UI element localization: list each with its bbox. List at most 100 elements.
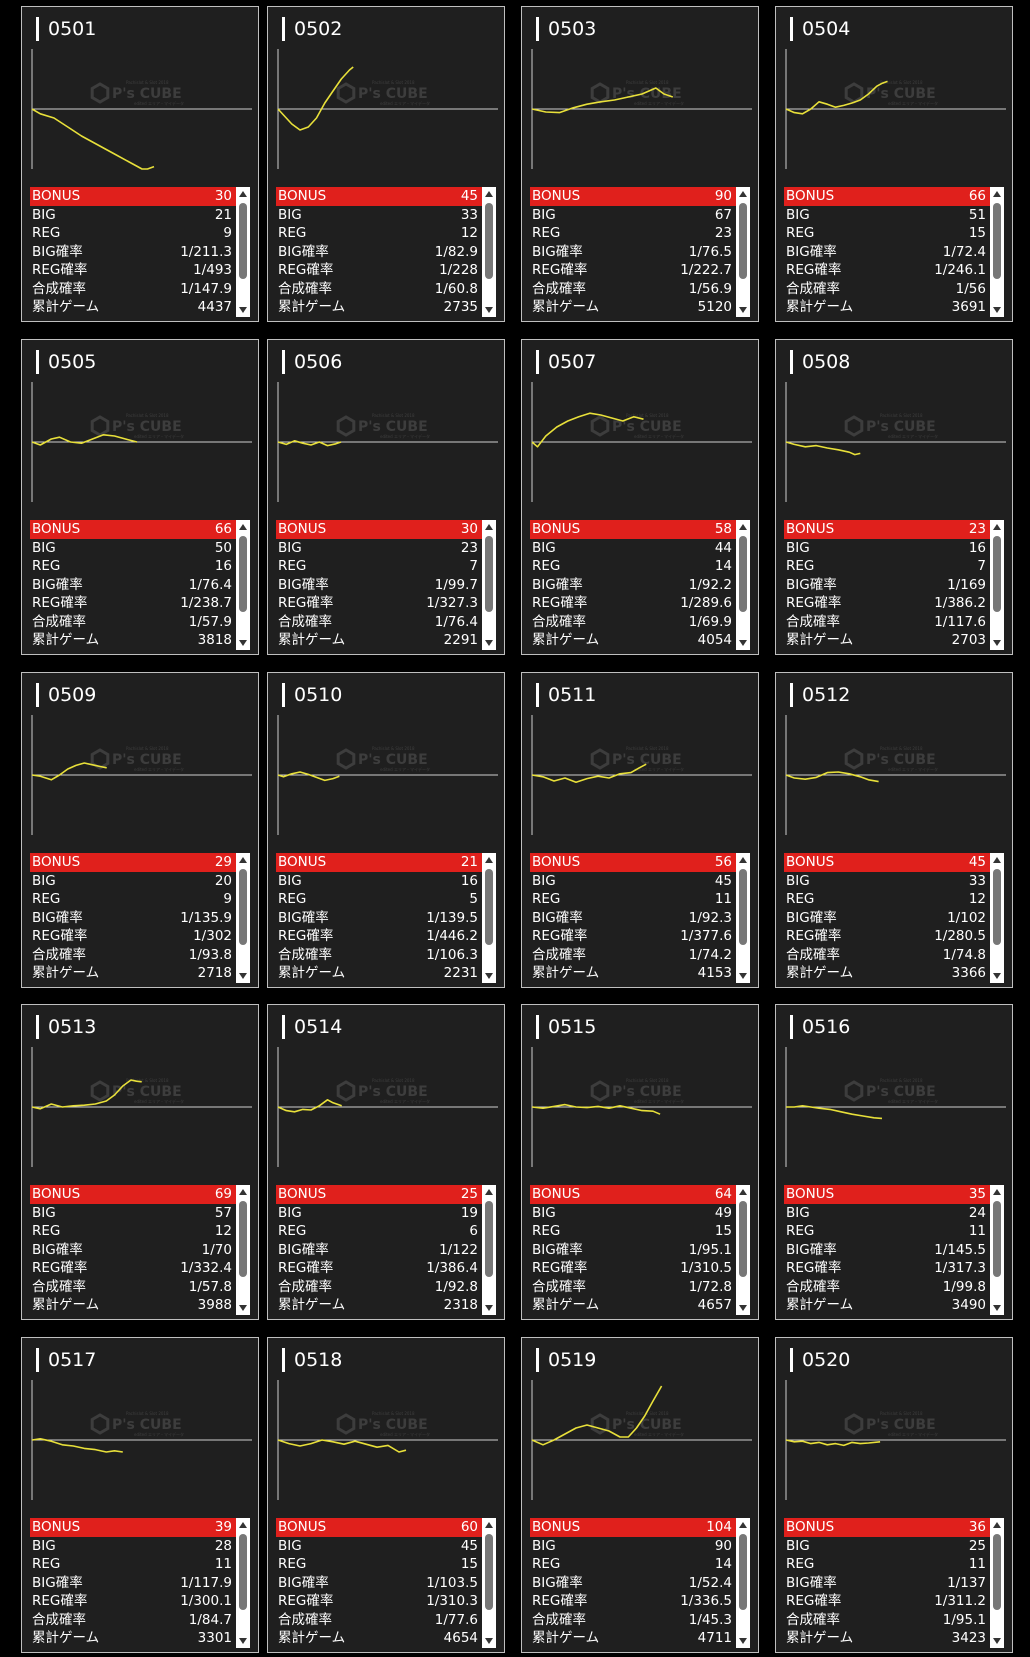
scroll-up-icon[interactable] — [739, 524, 747, 530]
scroll-up-icon[interactable] — [239, 1189, 247, 1195]
scroll-up-icon[interactable] — [739, 1522, 747, 1528]
scroll-thumb[interactable] — [739, 869, 747, 945]
scroll-up-icon[interactable] — [239, 191, 247, 197]
scroll-up-icon[interactable] — [239, 1522, 247, 1528]
scroll-up-icon[interactable] — [739, 1189, 747, 1195]
scroll-thumb[interactable] — [485, 203, 493, 279]
scroll-up-icon[interactable] — [993, 524, 1001, 530]
machine-card[interactable]: 0516 P's CUBE Pachislot & Slot 2018 edited … — [775, 1004, 1013, 1320]
scroll-down-icon[interactable] — [739, 1638, 747, 1644]
scroll-thumb[interactable] — [739, 1534, 747, 1610]
stats-scrollbar[interactable] — [236, 187, 250, 317]
scroll-thumb[interactable] — [993, 1534, 1001, 1610]
machine-card[interactable]: 0517 P's CUBE Pachislot & Slot 2018 edited … — [21, 1337, 259, 1653]
scroll-thumb[interactable] — [485, 869, 493, 945]
scroll-up-icon[interactable] — [993, 1189, 1001, 1195]
scroll-down-icon[interactable] — [993, 1638, 1001, 1644]
stats-scrollbar[interactable] — [482, 853, 496, 983]
stats-scrollbar[interactable] — [990, 1185, 1004, 1315]
scroll-thumb[interactable] — [993, 203, 1001, 279]
scroll-down-icon[interactable] — [739, 973, 747, 979]
scroll-up-icon[interactable] — [485, 1522, 493, 1528]
stats-scrollbar[interactable] — [482, 1518, 496, 1648]
scroll-thumb[interactable] — [485, 536, 493, 612]
scroll-down-icon[interactable] — [485, 1305, 493, 1311]
scroll-up-icon[interactable] — [739, 857, 747, 863]
scroll-up-icon[interactable] — [993, 1522, 1001, 1528]
scroll-thumb[interactable] — [485, 1201, 493, 1277]
scroll-thumb[interactable] — [739, 536, 747, 612]
machine-card[interactable]: 0502 P's CUBE Pachislot & Slot 2018 edited … — [267, 6, 505, 322]
scroll-thumb[interactable] — [739, 203, 747, 279]
scroll-down-icon[interactable] — [239, 973, 247, 979]
machine-card[interactable]: 0501 P's CUBE Pachislot & Slot 2018 edited … — [21, 6, 259, 322]
scroll-down-icon[interactable] — [739, 307, 747, 313]
scroll-up-icon[interactable] — [485, 1189, 493, 1195]
machine-card[interactable]: 0510 P's CUBE Pachislot & Slot 2018 edited … — [267, 672, 505, 988]
scroll-down-icon[interactable] — [239, 1638, 247, 1644]
scroll-down-icon[interactable] — [993, 1305, 1001, 1311]
machine-card[interactable]: 0514 P's CUBE Pachislot & Slot 2018 edited … — [267, 1004, 505, 1320]
scroll-thumb[interactable] — [239, 1534, 247, 1610]
stats-scrollbar[interactable] — [736, 1185, 750, 1315]
scroll-down-icon[interactable] — [485, 1638, 493, 1644]
scroll-down-icon[interactable] — [485, 307, 493, 313]
machine-card[interactable]: 0519 P's CUBE Pachislot & Slot 2018 edited … — [521, 1337, 759, 1653]
machine-card[interactable]: 0512 P's CUBE Pachislot & Slot 2018 edited … — [775, 672, 1013, 988]
scroll-up-icon[interactable] — [993, 191, 1001, 197]
machine-card[interactable]: 0508 P's CUBE Pachislot & Slot 2018 edited … — [775, 339, 1013, 655]
machine-card[interactable]: 0520 P's CUBE Pachislot & Slot 2018 edited … — [775, 1337, 1013, 1653]
scroll-down-icon[interactable] — [239, 1305, 247, 1311]
scroll-up-icon[interactable] — [485, 857, 493, 863]
scroll-down-icon[interactable] — [485, 640, 493, 646]
machine-card[interactable]: 0507 P's CUBE Pachislot & Slot 2018 edited … — [521, 339, 759, 655]
stats-scrollbar[interactable] — [736, 853, 750, 983]
stats-scrollbar[interactable] — [990, 1518, 1004, 1648]
scroll-up-icon[interactable] — [239, 857, 247, 863]
scroll-thumb[interactable] — [485, 1534, 493, 1610]
scroll-down-icon[interactable] — [239, 307, 247, 313]
stats-scrollbar[interactable] — [990, 187, 1004, 317]
stats-scrollbar[interactable] — [482, 520, 496, 650]
scroll-thumb[interactable] — [239, 536, 247, 612]
stats-scrollbar[interactable] — [236, 1185, 250, 1315]
machine-card[interactable]: 0504 P's CUBE Pachislot & Slot 2018 edited … — [775, 6, 1013, 322]
machine-card[interactable]: 0518 P's CUBE Pachislot & Slot 2018 edited … — [267, 1337, 505, 1653]
scroll-thumb[interactable] — [239, 869, 247, 945]
stats-scrollbar[interactable] — [236, 1518, 250, 1648]
stats-scrollbar[interactable] — [482, 1185, 496, 1315]
stats-scrollbar[interactable] — [990, 853, 1004, 983]
scroll-up-icon[interactable] — [485, 191, 493, 197]
scroll-down-icon[interactable] — [993, 973, 1001, 979]
scroll-down-icon[interactable] — [239, 640, 247, 646]
stats-scrollbar[interactable] — [736, 187, 750, 317]
stats-scrollbar[interactable] — [236, 520, 250, 650]
machine-card[interactable]: 0511 P's CUBE Pachislot & Slot 2018 edited … — [521, 672, 759, 988]
machine-card[interactable]: 0515 P's CUBE Pachislot & Slot 2018 edited … — [521, 1004, 759, 1320]
machine-card[interactable]: 0509 P's CUBE Pachislot & Slot 2018 edited … — [21, 672, 259, 988]
scroll-up-icon[interactable] — [739, 191, 747, 197]
scroll-thumb[interactable] — [739, 1201, 747, 1277]
stats-scrollbar[interactable] — [236, 853, 250, 983]
scroll-down-icon[interactable] — [739, 1305, 747, 1311]
machine-card[interactable]: 0513 P's CUBE Pachislot & Slot 2018 edited … — [21, 1004, 259, 1320]
scroll-down-icon[interactable] — [485, 973, 493, 979]
stats-scrollbar[interactable] — [482, 187, 496, 317]
machine-card[interactable]: 0503 P's CUBE Pachislot & Slot 2018 edited … — [521, 6, 759, 322]
stats-scrollbar[interactable] — [736, 1518, 750, 1648]
scroll-down-icon[interactable] — [993, 307, 1001, 313]
scroll-thumb[interactable] — [239, 1201, 247, 1277]
stats-scrollbar[interactable] — [736, 520, 750, 650]
machine-card[interactable]: 0506 P's CUBE Pachislot & Slot 2018 edited … — [267, 339, 505, 655]
scroll-down-icon[interactable] — [993, 640, 1001, 646]
stats-scrollbar[interactable] — [990, 520, 1004, 650]
scroll-down-icon[interactable] — [739, 640, 747, 646]
scroll-thumb[interactable] — [993, 1201, 1001, 1277]
scroll-up-icon[interactable] — [993, 857, 1001, 863]
scroll-thumb[interactable] — [239, 203, 247, 279]
machine-card[interactable]: 0505 P's CUBE Pachislot & Slot 2018 edited … — [21, 339, 259, 655]
scroll-up-icon[interactable] — [485, 524, 493, 530]
scroll-up-icon[interactable] — [239, 524, 247, 530]
scroll-thumb[interactable] — [993, 869, 1001, 945]
scroll-thumb[interactable] — [993, 536, 1001, 612]
